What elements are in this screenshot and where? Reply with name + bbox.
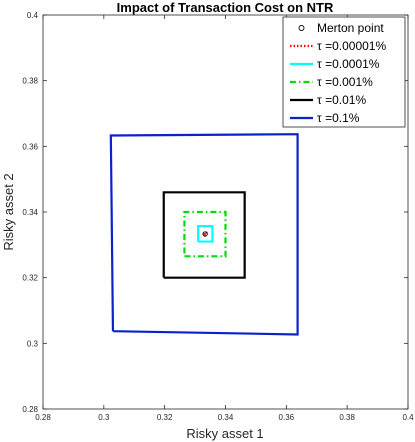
y-axis-label: Risky asset 2: [1, 173, 16, 250]
x-tick-label: 0.4: [402, 413, 414, 422]
series-line-0-01: [162, 191, 246, 279]
series-group: [109, 133, 299, 336]
x-tick-label: 0.3: [98, 413, 110, 422]
x-axis-label: Risky asset 1: [186, 426, 263, 441]
series-line-0-0001: [197, 225, 214, 243]
legend-label-0-00001: τ =0.00001%: [317, 39, 386, 53]
y-tick-label: 0.34: [22, 208, 38, 217]
series-line-0-1: [109, 133, 299, 336]
chart-title: Impact of Transaction Cost on NTR: [117, 0, 334, 15]
y-axis: 0.28 0.3 0.32 0.34 0.36 0.38 0.4: [22, 11, 408, 414]
y-tick-label: 0.38: [22, 77, 38, 86]
legend-label-merton-point: Merton point: [317, 21, 384, 35]
y-tick-label: 0.36: [22, 142, 38, 151]
series-line-0-00001: [203, 231, 208, 237]
y-tick-label: 0.32: [22, 274, 38, 283]
x-tick-label: 0.28: [35, 413, 51, 422]
merton-point-marker: [202, 231, 208, 237]
x-tick-label: 0.36: [279, 413, 295, 422]
legend-label-0-0001: τ =0.0001%: [317, 57, 380, 71]
series-line-0-001: [183, 210, 227, 258]
y-tick-label: 0.4: [27, 11, 39, 20]
legend-box: [282, 16, 406, 128]
legend: Merton point τ =0.00001% τ =0.0001% τ =0.00…: [282, 16, 406, 128]
y-tick-label: 0.3: [27, 339, 39, 348]
x-axis: 0.28 0.3 0.32 0.34 0.36 0.38 0.4: [35, 15, 414, 422]
legend-label-0-01: τ =0.01%: [317, 93, 366, 107]
x-tick-label: 0.38: [339, 413, 355, 422]
x-tick-label: 0.32: [157, 413, 173, 422]
legend-label-0-001: τ =0.001%: [317, 75, 373, 89]
y-tick-label: 0.28: [22, 405, 38, 414]
x-tick-label: 0.34: [218, 413, 234, 422]
legend-marker-merton-point: [298, 25, 305, 31]
legend-label-0-1: τ =0.1%: [317, 111, 360, 125]
